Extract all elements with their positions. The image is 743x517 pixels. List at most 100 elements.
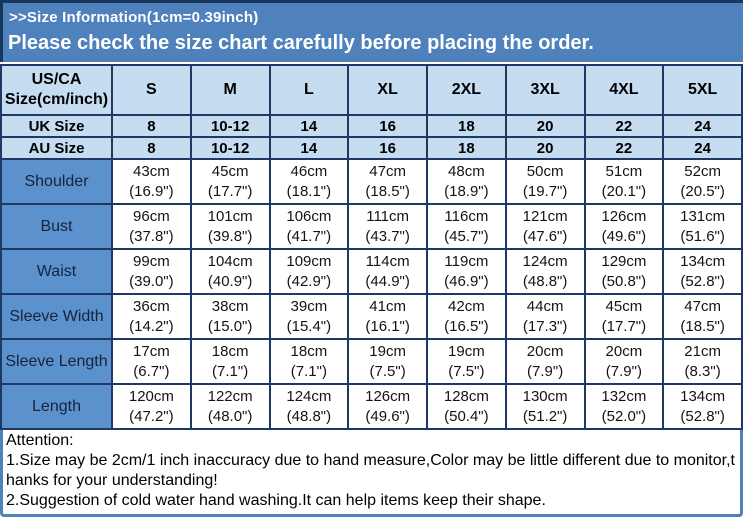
measurement-cell: 124cm (48.8") [268,383,350,430]
region-size-value: 22 [583,114,665,138]
measurement-inch-value: (39.8") [207,227,253,245]
measurement-cell: 122cm (48.0") [189,383,271,430]
measurement-cm-value: 42cm [448,297,485,315]
measurement-cell: 134cm (52.8") [662,248,743,295]
region-size-value: 8 [111,114,192,138]
measurement-cm-value: 134cm [680,252,726,270]
measurement-cm-value: 104cm [207,252,253,270]
size-column-header: XL [347,64,428,116]
measurement-cm-value: 96cm [133,207,170,225]
measurement-label: Sleeve Length [0,338,113,385]
measurement-inch-value: (49.6") [365,407,410,425]
measurement-cell: 96cm (37.8") [111,203,192,250]
measurement-cm-value: 126cm [601,207,647,225]
attention-section: Attention: 1.Size may be 2cm/1 inch inac… [0,430,743,517]
size-table-body: UK Size 8 10-12 14 16 18 20 22 24 AU Size 8 10-12 14… [0,114,743,430]
measurement-cm-value: 43cm [133,162,170,180]
measurement-inch-value: (7.9") [605,362,642,380]
measurement-cm-value: 47cm [684,297,721,315]
measurement-cm-value: 106cm [286,207,332,225]
measurement-cell: 51cm (20.1") [583,158,665,205]
measurement-inch-value: (19.7") [522,182,568,200]
measurement-row: Shoulder 43cm (16.9") 45cm (17.7") 46cm (18.1"… [0,158,743,205]
measurement-cell: 43cm (16.9") [111,158,192,205]
measurement-cm-value: 17cm [133,342,170,360]
measurement-cm-value: 99cm [133,252,170,270]
measurement-cell: 124cm (48.8") [504,248,586,295]
region-label: AU Size [0,136,113,160]
measurement-cm-value: 121cm [522,207,568,225]
measurement-cell: 109cm (42.9") [268,248,350,295]
measurement-cell: 20cm (7.9") [504,338,586,385]
measurement-cell: 21cm (8.3") [662,338,743,385]
measurement-cm-value: 129cm [601,252,647,270]
measurement-cm-value: 46cm [290,162,328,180]
size-column-header: M [189,64,271,116]
measurement-row: Length 120cm (47.2") 122cm (48.0") 124cm (48.8… [0,383,743,430]
measurement-cm-value: 18cm [211,342,249,360]
measurement-inch-value: (16.1") [365,317,410,335]
measurement-row: Waist 99cm (39.0") 104cm (40.9") 109cm (42.9")… [0,248,743,295]
measurement-cell: 120cm (47.2") [111,383,192,430]
measurement-cell: 131cm (51.6") [662,203,743,250]
region-size-value: 18 [426,114,507,138]
region-size-value: 24 [662,136,743,160]
measurement-cell: 128cm (50.4") [426,383,507,430]
measurement-cell: 99cm (39.0") [111,248,192,295]
measurement-inch-value: (18.5") [680,317,725,335]
measurement-cell: 19cm (7.5") [347,338,428,385]
measurement-cell: 116cm (45.7") [426,203,507,250]
region-label: UK Size [0,114,113,138]
measurement-cell: 114cm (44.9") [347,248,428,295]
measurement-cm-value: 134cm [680,387,726,405]
measurement-inch-value: (39.0") [129,272,174,290]
measurement-inch-value: (14.2") [129,317,174,335]
measurement-inch-value: (47.2") [129,407,174,425]
measurement-label: Length [0,383,113,430]
measurement-label: Shoulder [0,158,113,205]
measurement-cm-value: 130cm [522,387,568,405]
size-column-header: L [268,64,350,116]
measurement-cm-value: 44cm [526,297,564,315]
measurement-inch-value: (7.5") [369,362,406,380]
attention-line: 2.Suggestion of cold water hand washing.… [6,492,546,509]
measurement-inch-value: (17.7") [207,182,253,200]
attention-lines: 1.Size may be 2cm/1 inch inaccuracy due … [6,451,737,511]
measurement-cm-value: 119cm [444,252,489,270]
measurement-inch-value: (18.1") [286,182,332,200]
attention-line: hanks for your understanding! [6,472,218,489]
measurement-cm-value: 124cm [522,252,568,270]
measurement-row: Sleeve Length 17cm (6.7") 18cm (7.1") 18cm (7.… [0,338,743,385]
measurement-inch-value: (48.0") [207,407,253,425]
measurement-cell: 126cm (49.6") [347,383,428,430]
corner-header: US/CA Size(cm/inch) [0,64,113,116]
measurement-cell: 121cm (47.6") [504,203,586,250]
measurement-inch-value: (43.7") [365,227,410,245]
measurement-inch-value: (16.9") [129,182,174,200]
measurement-cell: 106cm (41.7") [268,203,350,250]
measurement-inch-value: (50.8") [601,272,647,290]
measurement-inch-value: (49.6") [601,227,647,245]
measurement-inch-value: (8.3") [684,362,721,380]
measurement-inch-value: (20.5") [680,182,725,200]
measurement-label: Waist [0,248,113,295]
attention-line: 1.Size may be 2cm/1 inch inaccuracy due … [6,452,735,469]
measurement-cm-value: 48cm [448,162,485,180]
region-size-value: 16 [347,136,428,160]
measurement-cm-value: 124cm [286,387,332,405]
measurement-cm-value: 132cm [601,387,647,405]
measurement-inch-value: (52.0") [601,407,647,425]
region-size-value: 8 [111,136,192,160]
region-size-value: 20 [504,136,586,160]
measurement-cm-value: 120cm [128,387,174,405]
measurement-cm-value: 19cm [448,342,485,360]
measurement-cm-value: 50cm [526,162,564,180]
measurement-cell: 45cm (17.7") [189,158,271,205]
measurement-inch-value: (52.8") [680,272,725,290]
measurement-inch-value: (17.7") [601,317,647,335]
measurement-cell: 18cm (7.1") [189,338,271,385]
measurement-cell: 20cm (7.9") [583,338,665,385]
measurement-inch-value: (46.9") [444,272,489,290]
corner-header-line: US/CA [31,71,82,88]
